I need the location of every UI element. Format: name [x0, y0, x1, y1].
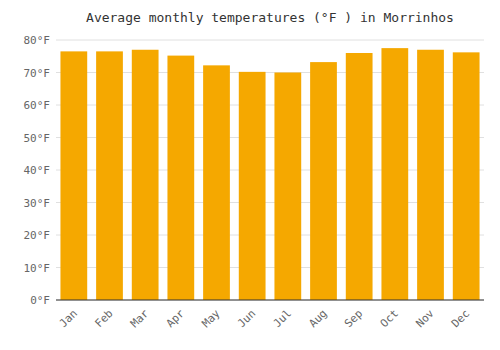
bar: [60, 51, 87, 300]
x-tick-label: Dec: [449, 307, 472, 330]
bars: [60, 48, 479, 300]
bar: [239, 72, 266, 300]
y-axis: 0°F 10°F 20°F 30°F 40°F 50°F 60°F 70°F 80°F: [24, 34, 485, 307]
x-tick-label: Feb: [92, 307, 115, 330]
chart-container: Average monthly temperatures (°F ) in Mo…: [0, 0, 500, 350]
y-tick-label: 0°F: [30, 294, 50, 307]
bar: [417, 50, 444, 300]
grid-line: [56, 40, 484, 41]
grid-line: [56, 300, 484, 301]
y-tick-label: 10°F: [24, 262, 51, 275]
bar: [274, 73, 301, 301]
x-tick-label: Apr: [164, 307, 188, 331]
bar: [203, 65, 230, 300]
x-tick-label: Sep: [342, 307, 365, 330]
bar: [381, 48, 408, 300]
chart-svg: Average monthly temperatures (°F ) in Mo…: [0, 0, 500, 350]
x-axis: Jan Feb Mar Apr May Jun Jul Aug Sep Oct Nov Dec: [56, 300, 484, 330]
y-tick-label: 20°F: [24, 229, 51, 242]
bar: [167, 56, 194, 300]
x-tick-label: Oct: [378, 307, 401, 330]
y-tick-label: 80°F: [24, 34, 51, 47]
x-tick-label: Mar: [128, 307, 152, 331]
x-axis-line: [56, 300, 484, 301]
x-tick-label: Nov: [413, 307, 437, 331]
bar: [310, 62, 337, 300]
y-tick-label: 60°F: [24, 99, 51, 112]
bar: [96, 51, 123, 300]
y-tick-label: 30°F: [24, 197, 51, 210]
x-tick-label: Jul: [271, 307, 294, 330]
y-tick-label: 50°F: [24, 132, 51, 145]
bar: [453, 52, 480, 300]
x-tick-label: Jan: [57, 307, 80, 330]
bar: [346, 53, 373, 300]
x-tick-label: Jun: [235, 307, 258, 330]
y-tick-label: 40°F: [24, 164, 51, 177]
x-tick-label: Aug: [306, 307, 329, 330]
y-tick-label: 70°F: [24, 67, 51, 80]
x-tick-label: May: [199, 307, 223, 331]
bar: [132, 50, 159, 300]
chart-title: Average monthly temperatures (°F ) in Mo…: [86, 10, 454, 25]
